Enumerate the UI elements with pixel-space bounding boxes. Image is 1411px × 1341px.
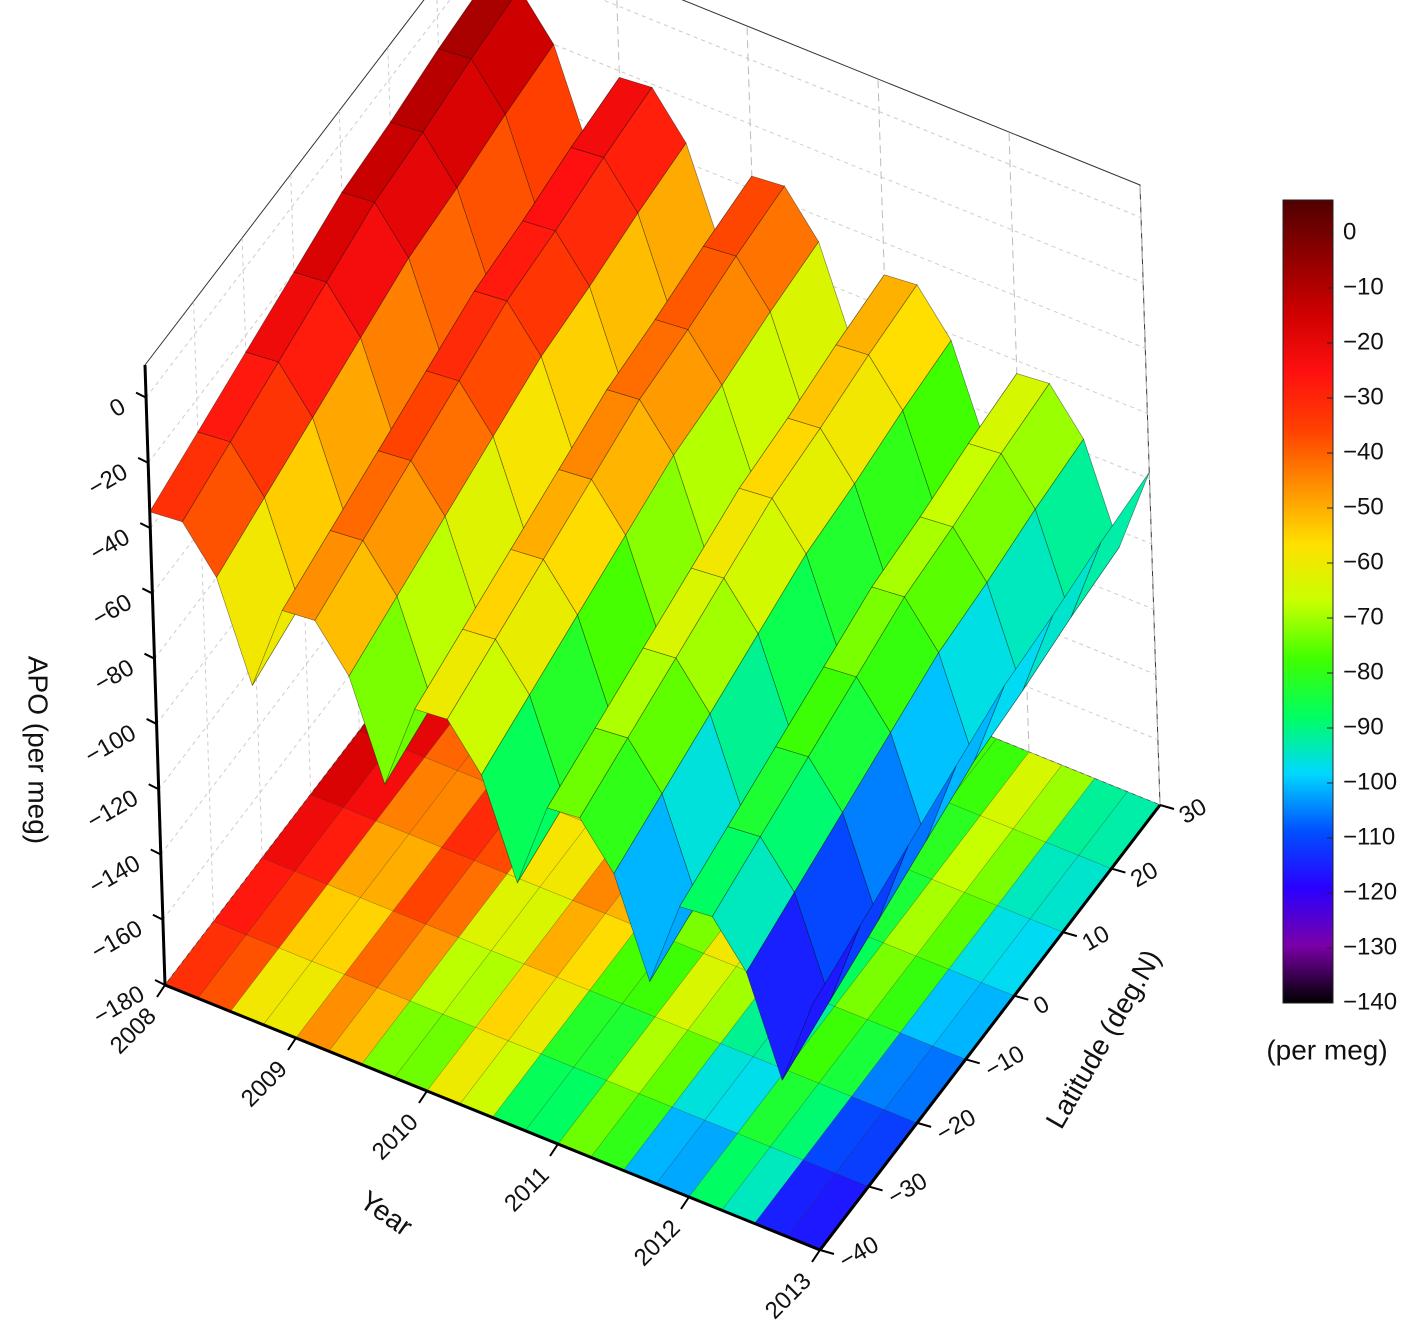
y-tick <box>1111 867 1126 874</box>
y-tick <box>1159 804 1175 810</box>
z-tick-label: −160 <box>87 915 147 965</box>
colorbar-tick-label: −50 <box>1343 493 1384 520</box>
x-tick-label: 2013 <box>760 1268 817 1325</box>
x-tick <box>418 1090 428 1104</box>
z-axis-title: APO (per meg) <box>23 656 54 844</box>
z-tick <box>148 783 160 791</box>
x-tick <box>156 984 166 998</box>
y-tick-label: 20 <box>1126 857 1163 894</box>
y-tick-label: 10 <box>1078 920 1115 957</box>
z-tick <box>135 391 147 399</box>
x-tick <box>811 1249 821 1263</box>
surface-cell <box>829 845 909 1001</box>
colorbar-tick-label: 0 <box>1343 218 1356 245</box>
colorbar <box>1282 199 1334 1004</box>
z-tick-label: −60 <box>88 589 137 633</box>
z-tick <box>150 848 162 856</box>
z-tick <box>152 913 164 921</box>
y-tick-label: −20 <box>932 1104 981 1148</box>
y-tick <box>868 1185 883 1192</box>
z-tick-label: −120 <box>83 785 143 835</box>
z-tick-label: −80 <box>90 654 139 698</box>
colorbar-tick-label: −80 <box>1343 658 1384 685</box>
x-tick-label: 2011 <box>499 1162 555 1218</box>
x-tick-label: 2012 <box>629 1215 686 1272</box>
surface-cell <box>877 765 957 921</box>
colorbar-tick-label: −120 <box>1343 878 1397 905</box>
x-tick <box>549 1143 559 1157</box>
z-axis <box>143 364 167 986</box>
z-tick-label: −40 <box>86 523 135 567</box>
colorbar-tick-label: −60 <box>1343 548 1384 575</box>
z-tick-label: 0 <box>105 393 130 423</box>
y-tick <box>965 1058 980 1065</box>
x-tick-label: 2009 <box>236 1056 293 1113</box>
z-tick-label: −100 <box>80 719 140 769</box>
y-tick-label: −40 <box>835 1231 884 1275</box>
z-tick <box>154 979 166 986</box>
y-tick-label: −30 <box>883 1167 932 1211</box>
x-axis <box>164 983 821 1252</box>
y-tick <box>819 1249 835 1255</box>
z-tick-label: −20 <box>84 458 133 502</box>
y-tick <box>1014 994 1029 1001</box>
colorbar-tick-label: −110 <box>1343 823 1395 850</box>
colorbar-tick-label: −40 <box>1343 438 1384 465</box>
y-tick-label: 0 <box>1029 990 1054 1020</box>
colorbar-tick-label: −100 <box>1343 768 1397 795</box>
colorbar-tick-label: −10 <box>1343 273 1384 300</box>
colorbar-tick-label: −140 <box>1343 988 1397 1015</box>
colorbar-tick-label: −70 <box>1343 603 1384 630</box>
grid-line <box>145 0 1142 398</box>
colorbar-tick-label: −90 <box>1343 713 1384 740</box>
surface-cell <box>781 925 861 1081</box>
y-axis-title: Latitude (deg.N) <box>1040 944 1167 1133</box>
surface-cell <box>437 0 513 60</box>
colorbar-tick-label: −20 <box>1343 328 1384 355</box>
x-tick <box>287 1037 297 1051</box>
z-tick-label: −140 <box>85 850 145 900</box>
z-tick <box>144 652 155 660</box>
y-tick <box>916 1121 932 1128</box>
z-tick <box>146 718 158 725</box>
x-axis-title: Year <box>354 1184 418 1242</box>
y-axis <box>818 804 1162 1251</box>
surface-cell <box>1070 472 1150 618</box>
x-tick <box>680 1196 690 1210</box>
colorbar-title: (per meg) <box>1266 1034 1387 1065</box>
colorbar-tick-label: −30 <box>1343 383 1384 410</box>
colorbar-tick-label: −130 <box>1343 933 1397 960</box>
y-tick <box>1062 931 1078 938</box>
z-tick <box>137 457 149 464</box>
x-tick-label: 2010 <box>367 1109 424 1166</box>
z-tick <box>139 522 151 530</box>
y-tick-label: −10 <box>980 1040 1029 1084</box>
z-tick <box>141 587 153 595</box>
y-tick-label: 30 <box>1175 793 1212 830</box>
